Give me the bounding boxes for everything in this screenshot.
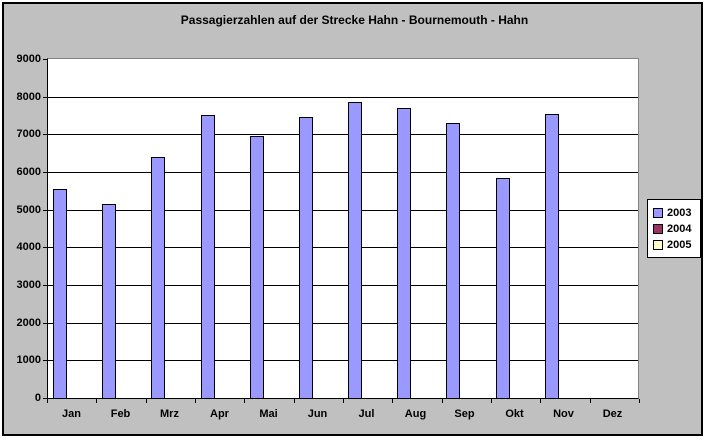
bar-2003-Nov[interactable] bbox=[545, 114, 559, 398]
y-tick-label-3000: 3000 bbox=[16, 279, 41, 291]
bar-2003-Jul[interactable] bbox=[348, 102, 362, 398]
x-tick-mark bbox=[540, 399, 541, 403]
y-tick-label-1000: 1000 bbox=[16, 354, 41, 366]
bar-2003-Jun[interactable] bbox=[299, 117, 313, 398]
legend-entry-2003[interactable]: 2003 bbox=[653, 205, 700, 221]
legend-swatch-2004 bbox=[653, 224, 663, 234]
x-tick-mark bbox=[491, 399, 492, 403]
chart-title[interactable]: Passagierzahlen auf der Strecke Hahn - B… bbox=[180, 13, 529, 27]
y-tick-mark bbox=[43, 398, 47, 399]
y-tick-mark bbox=[43, 323, 47, 324]
bar-2003-Okt[interactable] bbox=[496, 178, 510, 398]
bar-2003-Mrz[interactable] bbox=[151, 157, 165, 398]
x-tick-label-Mrz: Mrz bbox=[160, 408, 179, 420]
y-tick-mark bbox=[43, 97, 47, 98]
x-tick-label-Feb: Feb bbox=[110, 408, 131, 420]
legend-swatch-2003 bbox=[653, 208, 663, 218]
bar-2003-Jan[interactable] bbox=[53, 189, 67, 398]
legend-label-2003: 2003 bbox=[667, 207, 692, 219]
x-tick-label-Jun: Jun bbox=[307, 408, 328, 420]
x-tick-mark bbox=[146, 399, 147, 403]
x-tick-mark bbox=[639, 399, 640, 403]
x-tick-label-Jan: Jan bbox=[62, 408, 81, 420]
x-tick-label-Mai: Mai bbox=[259, 408, 278, 420]
legend-entry-2005[interactable]: 2005 bbox=[653, 237, 700, 253]
y-tick-mark bbox=[43, 247, 47, 248]
bar-2003-Aug[interactable] bbox=[397, 108, 411, 398]
y-tick-mark bbox=[43, 172, 47, 173]
gridline-5000 bbox=[48, 210, 638, 211]
bar-2003-Mai[interactable] bbox=[250, 136, 264, 398]
x-tick-label-Nov: Nov bbox=[553, 408, 574, 420]
x-tick-mark bbox=[590, 399, 591, 403]
gridline-2000 bbox=[48, 323, 638, 324]
y-tick-label-0: 0 bbox=[34, 392, 41, 404]
x-tick-mark bbox=[442, 399, 443, 403]
y-tick-label-9000: 9000 bbox=[16, 53, 41, 65]
x-tick-label-Aug: Aug bbox=[404, 408, 427, 420]
bar-2003-Sep[interactable] bbox=[446, 123, 460, 398]
legend[interactable]: 2003 2004 2005 bbox=[647, 199, 701, 258]
y-tick-label-6000: 6000 bbox=[16, 166, 41, 178]
x-tick-mark bbox=[392, 399, 393, 403]
x-tick-label-Jul: Jul bbox=[358, 408, 375, 420]
bar-2003-Apr[interactable] bbox=[201, 115, 215, 398]
y-tick-label-5000: 5000 bbox=[16, 204, 41, 216]
x-tick-label-Dez: Dez bbox=[602, 408, 623, 420]
gridline-7000 bbox=[48, 134, 638, 135]
y-tick-mark bbox=[43, 134, 47, 135]
y-tick-label-2000: 2000 bbox=[16, 317, 41, 329]
gridline-8000 bbox=[48, 97, 638, 98]
y-tick-label-4000: 4000 bbox=[16, 241, 41, 253]
legend-label-2005: 2005 bbox=[667, 239, 692, 251]
legend-entry-2004[interactable]: 2004 bbox=[653, 221, 700, 237]
gridline-4000 bbox=[48, 247, 638, 248]
x-tick-label-Sep: Sep bbox=[454, 408, 475, 420]
plot-area bbox=[47, 58, 639, 399]
gridline-6000 bbox=[48, 172, 638, 173]
y-tick-label-8000: 8000 bbox=[16, 91, 41, 103]
y-tick-mark bbox=[43, 59, 47, 60]
x-tick-mark bbox=[96, 399, 97, 403]
x-tick-mark bbox=[294, 399, 295, 403]
x-tick-label-Okt: Okt bbox=[505, 408, 524, 420]
gridline-1000 bbox=[48, 360, 638, 361]
x-tick-mark bbox=[195, 399, 196, 403]
x-tick-mark bbox=[47, 399, 48, 403]
legend-swatch-2005 bbox=[653, 240, 663, 250]
y-tick-mark bbox=[43, 285, 47, 286]
gridline-3000 bbox=[48, 285, 638, 286]
y-tick-mark bbox=[43, 360, 47, 361]
bar-2003-Feb[interactable] bbox=[102, 204, 116, 398]
x-tick-label-Apr: Apr bbox=[210, 408, 229, 420]
legend-label-2004: 2004 bbox=[667, 223, 692, 235]
x-tick-mark bbox=[343, 399, 344, 403]
x-tick-mark bbox=[244, 399, 245, 403]
y-tick-mark bbox=[43, 210, 47, 211]
y-tick-label-7000: 7000 bbox=[16, 128, 41, 140]
